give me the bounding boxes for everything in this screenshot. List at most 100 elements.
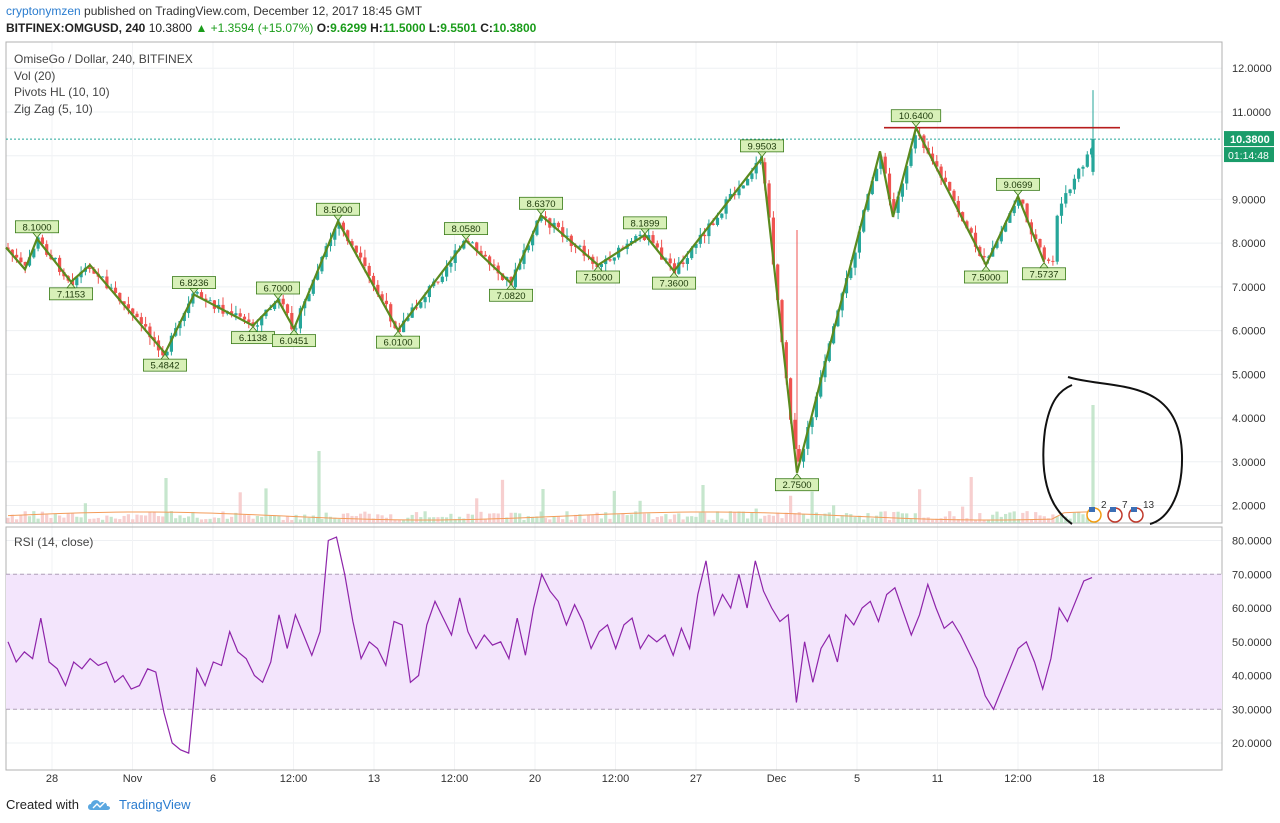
- pivot-label: 5.4842: [150, 361, 179, 372]
- volume-bar: [535, 516, 539, 523]
- pivot-label-pointer: [640, 228, 650, 235]
- volume-bar: [681, 519, 685, 523]
- volume-bar: [948, 511, 952, 523]
- pivot-label: 7.1153: [57, 289, 85, 300]
- rsi-axis: 80.0000 70.0000 60.0000 50.0000 40.0000 30.00…: [1232, 536, 1272, 751]
- candle-body: [165, 351, 169, 356]
- candle-body: [1081, 166, 1085, 169]
- candle-body: [995, 241, 999, 248]
- time-tick-label: 20: [529, 773, 541, 785]
- candle-body: [1085, 154, 1089, 167]
- candle-body: [32, 248, 36, 258]
- candle-body: [608, 259, 612, 261]
- volume-bar: [45, 514, 49, 523]
- candle-body: [483, 254, 487, 257]
- volume-bar: [79, 517, 83, 523]
- candle-body: [144, 324, 148, 327]
- candle-body: [797, 449, 801, 462]
- volume-bar: [333, 517, 337, 523]
- legend-pivots: Pivots HL (10, 10): [14, 85, 110, 99]
- volume-bar: [569, 519, 573, 523]
- volume-bar: [6, 517, 10, 523]
- volume-bar: [384, 517, 388, 523]
- volume-bar: [1068, 518, 1072, 523]
- volume-bar: [66, 513, 70, 523]
- candle-body: [737, 188, 741, 196]
- volume-bar: [346, 513, 350, 523]
- hand-drawn-circle: [1042, 376, 1184, 525]
- candle-body: [853, 252, 857, 268]
- volume-bar: [1029, 519, 1033, 523]
- volume-bar: [126, 514, 130, 523]
- volume-bar: [1008, 512, 1012, 523]
- candle-body: [819, 377, 823, 397]
- candle-body: [789, 378, 793, 420]
- volume-bar: [543, 518, 548, 523]
- candle-body: [638, 234, 642, 237]
- volume-bar: [402, 519, 406, 523]
- candle-body: [823, 360, 827, 378]
- volume-bar: [298, 519, 302, 523]
- close-value: 10.3800: [492, 21, 537, 35]
- volume-bar: [367, 513, 371, 523]
- volume-bar: [789, 495, 793, 523]
- volume-bar: [548, 519, 552, 523]
- volume-bar: [479, 511, 483, 523]
- candle-body: [986, 256, 990, 258]
- candle-body: [724, 199, 728, 214]
- candle-body: [88, 267, 92, 269]
- volume-bar: [991, 514, 995, 523]
- pivot-label: 9.9503: [747, 141, 776, 152]
- volume-bar: [973, 519, 978, 523]
- candle-body: [371, 275, 376, 285]
- chart-legend: OmiseGo / Dollar, 240, BITFINEX Vol (20)…: [14, 51, 193, 117]
- candle-body: [715, 217, 720, 225]
- last-price-badge: [1224, 131, 1274, 147]
- volume-bar: [552, 516, 556, 523]
- candle-body: [827, 343, 831, 361]
- volume-bar: [260, 516, 264, 523]
- candle-body: [711, 223, 715, 225]
- candle-body: [728, 194, 732, 200]
- pivot-label-pointer: [189, 288, 199, 295]
- volume-bar: [849, 514, 853, 523]
- volume-bar: [887, 519, 892, 523]
- candle-body: [169, 335, 173, 352]
- volume-bar: [612, 490, 616, 523]
- time-tick-label: 12:00: [280, 773, 308, 785]
- volume-bar: [701, 485, 705, 523]
- time-tick-label: 12:00: [602, 773, 630, 785]
- volume-bar: [225, 518, 229, 523]
- volume-bar: [247, 515, 251, 523]
- author-link[interactable]: cryptonymzen: [6, 4, 81, 18]
- rsi-tick-label: 30.0000: [1232, 704, 1272, 716]
- volume-bar: [741, 511, 745, 523]
- open-value: 9.6299: [330, 21, 367, 35]
- volume-bar: [608, 518, 612, 523]
- candle-body: [776, 264, 780, 301]
- pivot-label-pointer: [160, 353, 170, 360]
- tradingview-link[interactable]: TradingView: [118, 797, 191, 812]
- candle-body: [943, 177, 947, 182]
- time-tick-label: Nov: [123, 773, 143, 785]
- candle-body: [746, 178, 750, 186]
- volume-bar: [199, 519, 204, 523]
- candle-body: [810, 417, 814, 427]
- time-tick-label: 12:00: [1004, 773, 1032, 785]
- candle-body: [122, 301, 126, 305]
- rsi-tick-label: 60.0000: [1232, 603, 1272, 615]
- volume-bar: [763, 515, 767, 523]
- candle-body: [470, 242, 474, 244]
- volume-bar: [1055, 516, 1059, 523]
- volume-bar: [956, 518, 960, 523]
- volume-bar: [294, 514, 298, 523]
- volume-bar: [1025, 511, 1029, 523]
- rsi-tick-label: 80.0000: [1232, 536, 1272, 548]
- candle-body: [578, 245, 582, 247]
- candle-body: [367, 265, 371, 276]
- volume-bar: [599, 518, 603, 523]
- volume-bar: [1016, 518, 1021, 523]
- candle-body: [651, 235, 655, 244]
- volume-bars: [6, 405, 1095, 523]
